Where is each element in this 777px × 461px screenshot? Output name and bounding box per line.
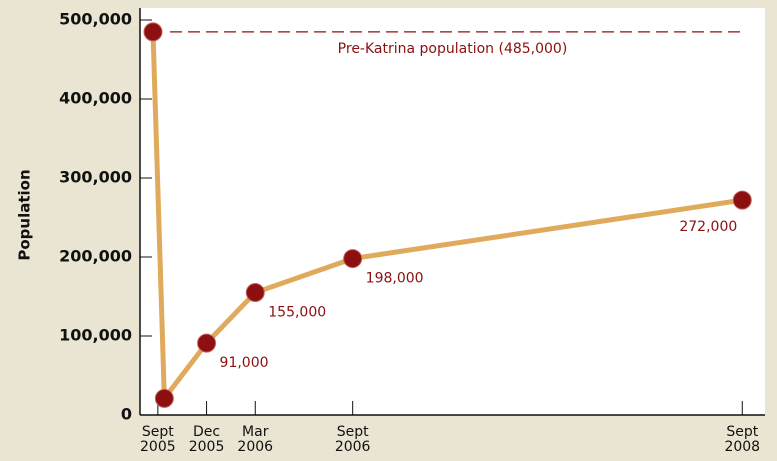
data-label: 91,000 — [220, 355, 269, 371]
y-tick-label: 100,000 — [59, 326, 132, 345]
data-point — [143, 22, 163, 42]
x-tick-label: Sept 2005 — [140, 424, 176, 455]
series-line — [150, 31, 743, 401]
x-tick-label: Mar 2006 — [237, 424, 274, 455]
data-label: 155,000 — [268, 305, 326, 321]
y-axis-label: Population — [16, 169, 34, 260]
x-tick-label: Dec 2005 — [188, 424, 225, 455]
data-label: 198,000 — [366, 271, 424, 287]
data-point — [197, 333, 217, 353]
reference-label: Pre-Katrina population (485,000) — [338, 41, 568, 57]
data-point — [732, 190, 752, 210]
y-tick-label: 0 — [121, 405, 132, 424]
y-tick-label: 200,000 — [59, 247, 132, 266]
x-tick-label: Sept 2006 — [334, 424, 371, 455]
y-tick-label: 500,000 — [59, 10, 132, 29]
y-tick-label: 400,000 — [59, 89, 132, 108]
data-point — [245, 283, 265, 303]
data-point — [154, 388, 174, 408]
y-tick-label: 300,000 — [59, 168, 132, 187]
data-point — [343, 249, 363, 269]
x-tick-label: Sept 2008 — [724, 424, 761, 455]
data-label: 272,000 — [679, 219, 737, 235]
